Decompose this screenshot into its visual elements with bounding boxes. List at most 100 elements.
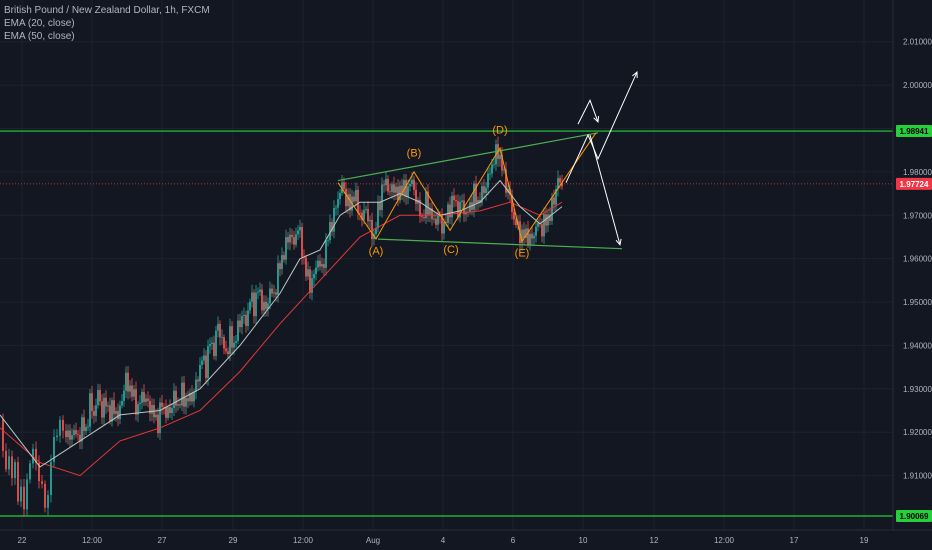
candle-body: [247, 310, 249, 326]
candle-body: [415, 189, 417, 204]
candle-body: [521, 229, 523, 244]
candle-body: [493, 164, 495, 166]
candle-body: [65, 430, 67, 438]
candle-body: [335, 207, 337, 209]
candle-body: [551, 197, 553, 221]
candle-body: [50, 461, 52, 496]
candle-body: [401, 185, 403, 196]
candle-body: [403, 180, 405, 196]
time-tick-label: 22: [18, 536, 27, 545]
candle-body: [531, 233, 533, 239]
candle-body: [67, 430, 69, 438]
candle-body: [279, 263, 281, 270]
time-tick-label: 27: [158, 536, 167, 545]
candle-body: [349, 194, 351, 211]
time-tick-label: 10: [579, 536, 588, 545]
candle-body: [533, 235, 535, 239]
candle-body: [485, 187, 487, 194]
candle-body: [20, 486, 22, 502]
candle-body: [393, 184, 395, 193]
price-tag-bg: [896, 510, 932, 523]
candle-body: [553, 197, 555, 205]
time-tick-label: 12:00: [714, 536, 735, 545]
candle-body: [481, 186, 483, 203]
candle-body: [547, 214, 549, 226]
candle-body: [159, 402, 161, 434]
candle-body: [95, 405, 97, 416]
candle-body: [441, 215, 443, 234]
candle-body: [505, 169, 507, 193]
candle-body: [47, 495, 49, 508]
candle-body: [23, 486, 25, 510]
candle-body: [229, 326, 231, 354]
candle-body: [503, 169, 505, 171]
candle-body: [143, 391, 145, 402]
time-axis[interactable]: 22 12:00 27 29 12:00 Aug 4 6 10 12 12:00 17 19: [0, 529, 932, 545]
candle-body: [73, 430, 75, 436]
candle-body: [325, 240, 327, 268]
candle-body: [99, 390, 101, 402]
price-axis[interactable]: 2.010002.000001.990001.980001.970001.960…: [892, 0, 932, 530]
candle-body: [97, 390, 99, 406]
candle-body: [179, 404, 181, 406]
symbol-title[interactable]: British Pound / New Zealand Dollar, 1h, …: [4, 5, 210, 16]
candle-body: [473, 183, 475, 210]
candle-body: [235, 340, 237, 343]
candle-body: [151, 405, 153, 414]
candle-body: [105, 397, 107, 407]
candle-body: [109, 405, 111, 422]
candle-body: [413, 179, 415, 190]
candle-body: [201, 360, 203, 365]
horizontal-levels: [0, 130, 893, 517]
candle-body: [445, 222, 447, 223]
candle-body: [191, 392, 193, 402]
candle-body: [491, 164, 493, 174]
candle-body: [329, 221, 331, 241]
candle-body: [465, 211, 467, 215]
candle-body: [56, 435, 58, 438]
candle-body: [257, 291, 259, 293]
candle-body: [429, 208, 431, 215]
candle-body: [479, 199, 481, 203]
candle-body: [175, 390, 177, 406]
candle-body: [161, 402, 163, 407]
price-tick-label: 1.93000: [903, 385, 932, 394]
ema50-legend[interactable]: EMA (50, close): [4, 31, 75, 42]
candle-body: [395, 186, 397, 193]
candle-body: [353, 196, 355, 202]
candle-body: [53, 437, 55, 462]
candle-body: [71, 435, 73, 440]
candle-body: [93, 411, 95, 416]
candle-body: [515, 219, 517, 226]
candle-body: [169, 407, 171, 414]
candle-body: [557, 178, 559, 189]
candle-body: [439, 215, 441, 217]
candle-body: [255, 292, 257, 317]
candle-body: [253, 292, 255, 317]
time-tick-label: 4: [441, 536, 446, 545]
time-tick-label: 6: [511, 536, 516, 545]
candle-body: [11, 456, 13, 479]
candle-body: [14, 462, 16, 479]
candle-body: [323, 264, 325, 268]
candle-body: [231, 326, 233, 348]
candle-body: [419, 199, 421, 217]
candle-body: [273, 292, 275, 294]
candle-body: [459, 201, 461, 218]
candle-body: [301, 227, 303, 257]
time-tick-label: 29: [229, 536, 238, 545]
candle-body: [321, 264, 323, 267]
candle-body: [59, 419, 61, 436]
candle-body: [319, 260, 321, 267]
candle-body: [29, 463, 31, 480]
price-tick-label: 1.94000: [903, 341, 932, 350]
candle-body: [453, 195, 455, 201]
candle-body: [173, 390, 175, 409]
projection-path: [589, 134, 621, 245]
price-tick-label: 1.91000: [903, 472, 932, 481]
candle-body: [75, 430, 77, 435]
wave-label: (E): [515, 247, 530, 259]
ema20-legend[interactable]: EMA (20, close): [4, 18, 75, 29]
candle-body: [5, 450, 7, 470]
